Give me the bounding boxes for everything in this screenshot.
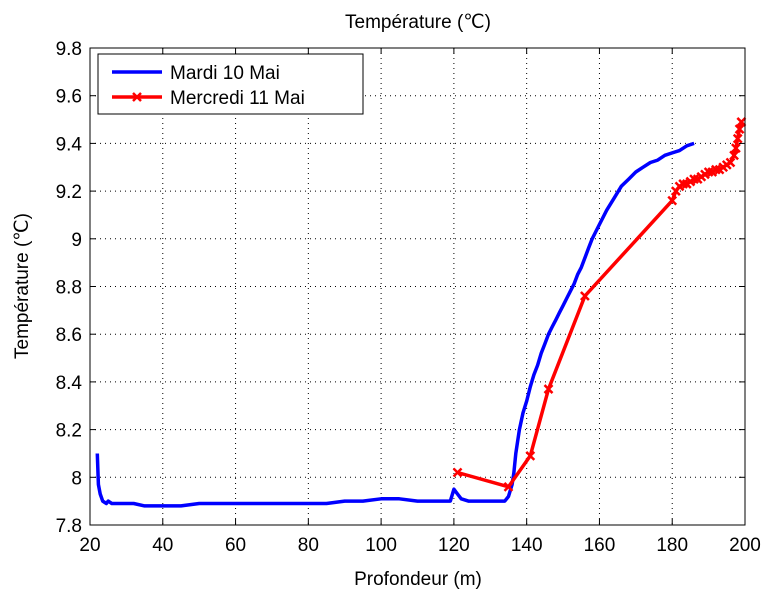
y-tick-label: 8.2 <box>56 421 82 442</box>
x-tick-label: 120 <box>438 535 470 556</box>
series-layer <box>95 117 747 508</box>
x-tick-label: 40 <box>152 535 173 556</box>
y-tick-label: 8 <box>71 468 82 489</box>
y-tick-label: 9.8 <box>56 39 82 60</box>
x-tick-label: 160 <box>584 535 616 556</box>
y-tick-label: 9.6 <box>56 87 82 108</box>
y-tick-label: 9 <box>71 230 82 251</box>
data-point-marker <box>580 291 590 301</box>
y-axis-label: Température (℃) <box>12 213 33 359</box>
legend-label-mardi: Mardi 10 Mai <box>170 63 280 84</box>
chart-title: Température (℃) <box>345 12 491 33</box>
tick-layer: 20 40 60 80 100 120 140 160 180 200 7.8 8 8.2 8.4 8.6 8… <box>56 39 761 556</box>
data-point-marker <box>732 133 743 144</box>
x-tick-label: 140 <box>511 535 543 556</box>
data-point-marker <box>452 467 463 478</box>
data-point-marker <box>725 157 736 168</box>
legend-label-mercredi: Mercredi 11 Mai <box>170 88 305 109</box>
x-tick-label: 20 <box>79 535 100 556</box>
y-tick-label: 8.6 <box>56 325 82 346</box>
x-tick-label: 180 <box>656 535 688 556</box>
data-point-marker <box>667 195 678 206</box>
legend: Mardi 10 Mai Mercredi 11 Mai <box>97 53 364 115</box>
y-tick-label: 9.4 <box>56 134 83 155</box>
plot-area <box>90 48 745 525</box>
legend-marker-mercredi <box>132 92 142 102</box>
x-tick-label: 60 <box>225 535 246 556</box>
x-tick-label: 80 <box>298 535 319 556</box>
data-point-marker <box>729 150 739 161</box>
data-point-marker <box>503 481 514 492</box>
legend-box <box>97 53 364 115</box>
y-tick-label: 9.2 <box>56 182 82 203</box>
x-tick-label: 200 <box>729 535 761 556</box>
data-point-marker <box>736 117 747 127</box>
legend-x-marker <box>132 92 142 102</box>
data-point-marker <box>731 143 741 154</box>
y-tick-label: 8.4 <box>56 373 83 394</box>
y-tick-label: 7.8 <box>56 516 82 537</box>
x-axis-label: Profondeur (m) <box>354 569 482 590</box>
data-point-marker <box>734 124 745 134</box>
x-tick-label: 100 <box>365 535 397 556</box>
data-point-marker <box>543 384 554 394</box>
data-point-marker <box>525 450 536 461</box>
y-tick-label: 8.8 <box>56 278 82 299</box>
